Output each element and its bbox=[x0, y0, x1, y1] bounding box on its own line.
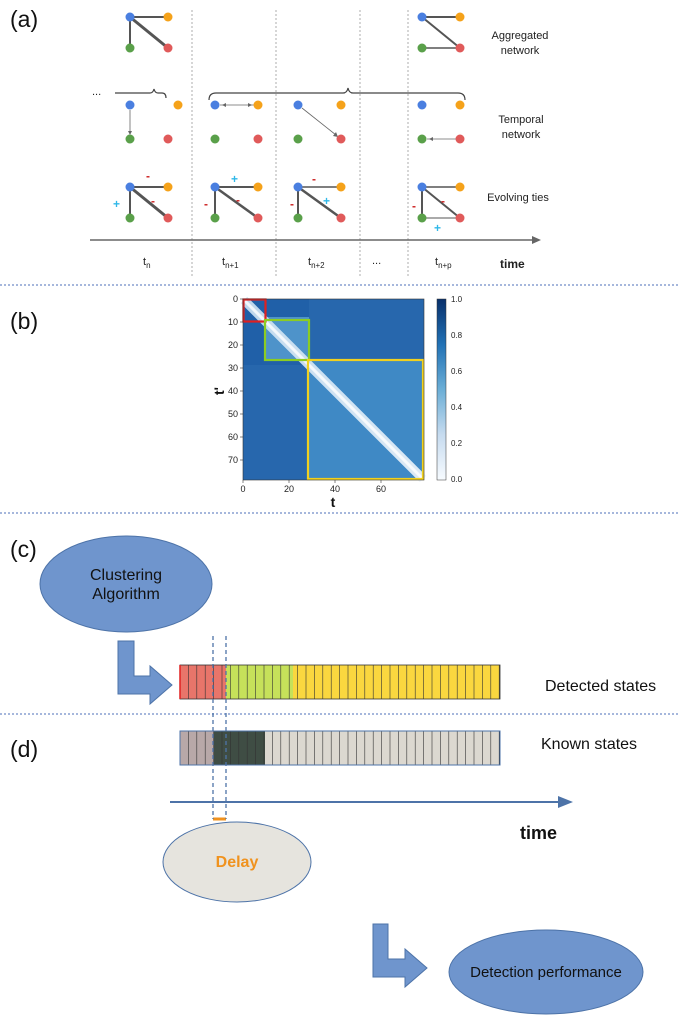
svg-text:-: - bbox=[441, 194, 445, 208]
colorbar-tick-0-0: 0.0 bbox=[451, 475, 463, 484]
svg-text:+: + bbox=[323, 194, 330, 208]
detection-performance-ellipse bbox=[448, 929, 644, 1015]
known-states-label: Known states bbox=[541, 736, 638, 753]
y-tick-50: 50 bbox=[228, 409, 238, 419]
temporal-network-tn bbox=[125, 100, 183, 144]
y-tick-20: 20 bbox=[228, 340, 238, 350]
state-box-red bbox=[242, 298, 267, 323]
aggregated-network-tnp bbox=[417, 12, 465, 53]
bent-arrow-c bbox=[117, 640, 173, 706]
x-tick-40: 40 bbox=[330, 484, 340, 494]
timepoint-tnp: tn+p bbox=[435, 256, 452, 271]
brace-right bbox=[208, 87, 466, 101]
timepoint-tn: tn bbox=[143, 256, 151, 271]
colorbar bbox=[436, 298, 447, 481]
svg-text:-: - bbox=[412, 199, 416, 213]
delay-label: Delay bbox=[215, 854, 259, 871]
svg-text:-: - bbox=[236, 193, 240, 207]
temporal-network-tn2 bbox=[293, 100, 346, 144]
bent-arrow-d bbox=[372, 923, 428, 989]
svg-text:-: - bbox=[312, 172, 316, 186]
detected-states-bar bbox=[179, 664, 501, 700]
panel-d-label: (d) bbox=[10, 736, 39, 762]
time-label: time bbox=[520, 823, 558, 843]
x-tick-0: 0 bbox=[240, 484, 245, 494]
temporal-network-label: Temporal network bbox=[498, 114, 544, 141]
aggregated-network-label: Aggregated network bbox=[491, 30, 549, 57]
clustering-algorithm-label: Clustering Algorithm bbox=[89, 567, 163, 603]
clustering-algorithm-ellipse bbox=[39, 535, 213, 633]
evolving-ties-tnp: - - + bbox=[412, 182, 465, 235]
svg-text:+: + bbox=[231, 172, 238, 186]
panel-d-graphics bbox=[162, 730, 644, 1015]
brace-left bbox=[115, 88, 167, 99]
colorbar-tick-1-0: 1.0 bbox=[451, 295, 463, 304]
ellipsis-mid: ... bbox=[372, 255, 382, 267]
timepoint-tn2: tn+2 bbox=[308, 256, 325, 271]
colorbar-tick-labels: 1.0 0.8 0.6 0.4 0.2 0.0 bbox=[451, 295, 463, 484]
svg-text:-: - bbox=[204, 197, 208, 211]
svg-text:-: - bbox=[290, 197, 294, 211]
y-tick-70: 70 bbox=[228, 455, 238, 465]
svg-text:-: - bbox=[151, 194, 155, 208]
panel-c-label: (c) bbox=[10, 536, 37, 562]
y-tick-30: 30 bbox=[228, 363, 238, 373]
ellipsis-left: ... bbox=[92, 86, 102, 98]
panel-a-label: (a) bbox=[10, 6, 39, 32]
y-tick-40: 40 bbox=[228, 386, 238, 396]
temporal-network-tn1 bbox=[210, 100, 263, 144]
colorbar-tick-0-4: 0.4 bbox=[451, 403, 463, 412]
temporal-network-tnp bbox=[417, 100, 465, 144]
evolving-ties-tn: - + - bbox=[113, 169, 173, 223]
svg-text:-: - bbox=[146, 169, 150, 183]
x-axis-label: t bbox=[331, 494, 336, 510]
panel-c-graphics bbox=[39, 535, 501, 706]
time-window-dividers bbox=[191, 10, 409, 278]
state-box-green bbox=[263, 318, 311, 362]
known-states-bar bbox=[179, 730, 501, 766]
delay-guides bbox=[212, 636, 227, 819]
evolving-ties-tn2: - - + bbox=[290, 172, 346, 223]
time-arrow-head bbox=[558, 796, 573, 808]
state-box-yellow bbox=[306, 358, 425, 481]
detection-performance-label: Detection performance bbox=[470, 963, 622, 981]
detected-states-label: Detected states bbox=[545, 678, 657, 695]
timepoint-tn1: tn+1 bbox=[222, 256, 239, 271]
svg-text:+: + bbox=[434, 221, 441, 235]
colorbar-tick-0-6: 0.6 bbox=[451, 367, 463, 376]
y-tick-10: 10 bbox=[228, 317, 238, 327]
time-axis-arrowhead bbox=[532, 236, 541, 244]
similarity-heatmap: 0 10 20 30 40 50 60 70 0 20 40 60 t t' 1… bbox=[211, 294, 463, 510]
aggregated-network-tn bbox=[125, 12, 173, 53]
evolving-ties-tn1: + - - bbox=[204, 172, 263, 223]
panel-b-label: (b) bbox=[10, 308, 39, 334]
x-tick-60: 60 bbox=[376, 484, 386, 494]
colorbar-tick-0-2: 0.2 bbox=[451, 439, 463, 448]
x-tick-labels: 0 20 40 60 bbox=[240, 484, 386, 494]
y-tick-60: 60 bbox=[228, 432, 238, 442]
colorbar-tick-0-8: 0.8 bbox=[451, 331, 463, 340]
x-tick-20: 20 bbox=[284, 484, 294, 494]
y-axis-label: t' bbox=[211, 387, 227, 395]
temporal-network-diagram: - + - + - - - - + - - + bbox=[90, 10, 541, 278]
svg-text:+: + bbox=[113, 197, 120, 211]
evolving-ties-label: Evolving ties bbox=[487, 192, 549, 204]
time-axis-label: time bbox=[500, 257, 525, 271]
y-tick-labels: 0 10 20 30 40 50 60 70 bbox=[228, 294, 238, 465]
y-tick-0: 0 bbox=[233, 294, 238, 304]
delay-ellipse bbox=[162, 821, 312, 903]
